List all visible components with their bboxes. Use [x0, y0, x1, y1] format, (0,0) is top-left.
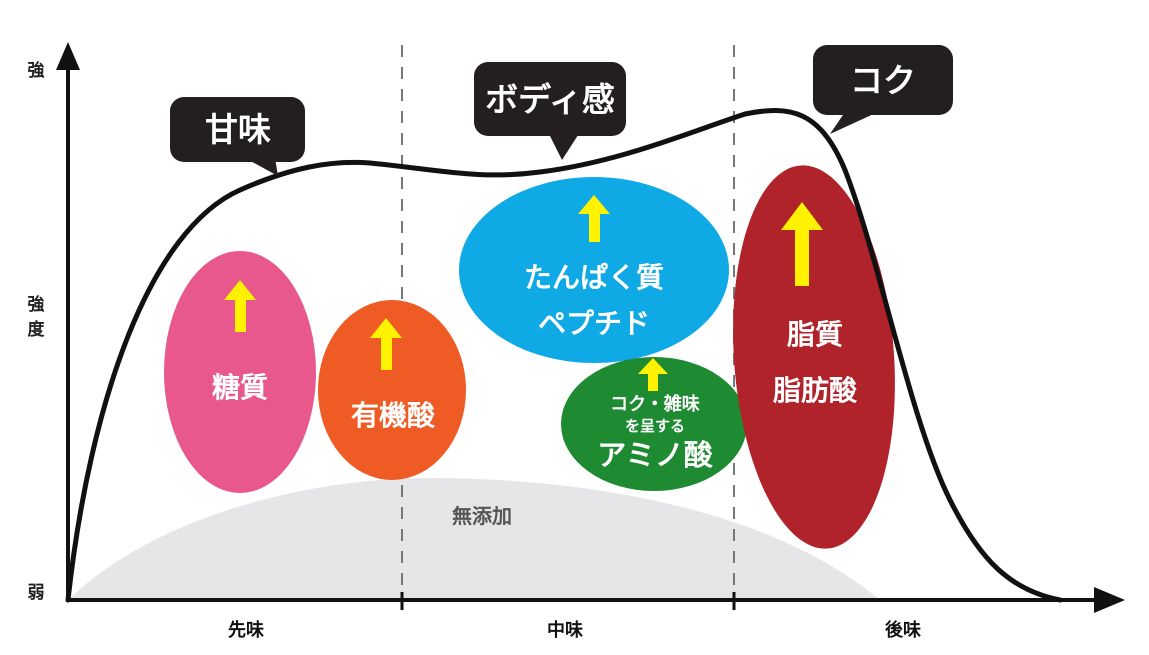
x-label-late: 後味	[885, 619, 921, 641]
organic-acid-oval	[318, 300, 466, 480]
additive-free-hill	[68, 478, 880, 600]
sweetness-callout: 甘味	[170, 97, 305, 176]
protein-oval	[459, 177, 729, 363]
fat-label-line2: 脂肪酸	[773, 374, 858, 407]
koku-callout: コク	[813, 45, 953, 134]
body-callout: ボディ感	[474, 62, 626, 160]
x-label-middle: 中味	[547, 619, 583, 641]
sugar-up-arrow-icon	[224, 280, 256, 332]
amino-label-line2: を呈する	[625, 417, 685, 435]
amino-up-arrow-icon	[638, 358, 668, 391]
y-mid-label-1: 強	[28, 294, 45, 315]
protein-label-line2: ペプチド	[538, 307, 650, 340]
sugar-label: 糖質	[212, 371, 268, 404]
organic-acid-label: 有機酸	[351, 399, 436, 432]
fat-up-arrow-icon	[781, 202, 823, 286]
koku-callout-text: コク	[850, 61, 916, 100]
fat-oval	[733, 165, 895, 549]
additive-free-label: 無添加	[452, 504, 512, 528]
amino-label-line3: アミノ酸	[597, 438, 713, 472]
y-mid-label-2: 度	[28, 319, 46, 340]
sugar-oval	[164, 251, 316, 493]
y-strong-label: 強	[28, 60, 45, 81]
body-callout-text: ボディ感	[485, 80, 615, 119]
sweetness-callout-text: 甘味	[205, 110, 271, 149]
taste-intensity-curve	[65, 108, 1063, 603]
amino-oval	[561, 357, 747, 491]
y-axis-arrow-icon	[56, 42, 80, 70]
y-weak-label: 弱	[28, 583, 45, 603]
protein-label-line1: たんぱく質	[524, 261, 664, 294]
amino-label-line1: コク・雑味	[610, 393, 700, 415]
fat-label-line1: 脂質	[787, 318, 843, 351]
organic-acid-up-arrow-icon	[370, 318, 402, 370]
x-axis-arrow-icon	[1094, 587, 1125, 613]
protein-up-arrow-icon	[578, 195, 610, 242]
x-label-early: 先味	[228, 619, 264, 641]
